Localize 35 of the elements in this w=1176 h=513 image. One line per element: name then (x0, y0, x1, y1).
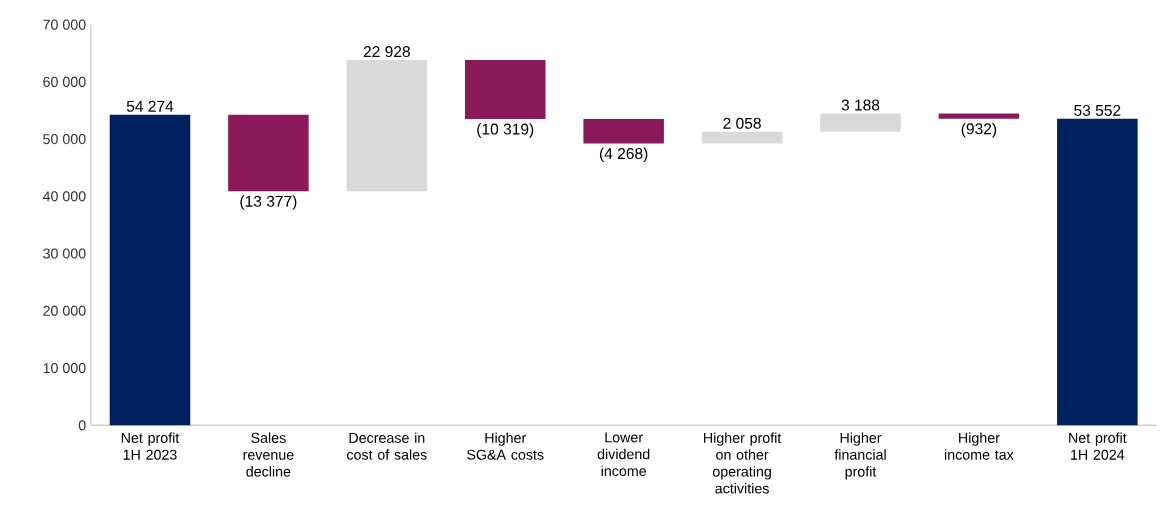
bar (346, 59, 428, 191)
data-label: 22 928 (363, 45, 410, 57)
x-tick-label: Higher financial profit (834, 432, 886, 480)
x-tick-label: Sales revenue decline (243, 432, 294, 477)
bar (1057, 118, 1138, 426)
data-label: 53 552 (1074, 104, 1121, 116)
y-tick-label: 30 000 (43, 248, 86, 259)
y-tick-label: 10 000 (43, 362, 86, 373)
bar (109, 114, 191, 426)
x-tick-label: Net profit 1H 2024 (1069, 432, 1127, 460)
bar (820, 113, 901, 132)
y-tick-label: 50 000 (43, 133, 86, 144)
data-label: (932) (961, 122, 997, 138)
bar (583, 118, 664, 144)
bar (938, 113, 1020, 119)
x-tick-label: Higher profit on other operating activities (704, 432, 782, 494)
x-tick-label: Higher income tax (945, 432, 1014, 460)
x-tick-label: Net profit 1H 2023 (121, 432, 180, 460)
x-tick-label: Lower dividend income (597, 432, 650, 476)
y-tick-label: 0 (78, 420, 86, 431)
y-tick-label: 60 000 (43, 76, 86, 87)
bar (701, 131, 783, 144)
data-label: (13 377) (240, 195, 297, 210)
data-label: (4 268) (599, 147, 648, 162)
y-tick-label: 70 000 (43, 19, 86, 30)
x-tick-label: Higher SG&A costs (467, 432, 544, 460)
data-label: 3 188 (841, 99, 880, 111)
y-tick-label: 40 000 (42, 191, 86, 202)
bar (228, 114, 309, 191)
bar (464, 59, 546, 119)
x-tick-label: Decrease in cost of sales (347, 432, 427, 460)
y-tick-label: 20 000 (43, 305, 86, 316)
data-label: 2 058 (723, 117, 761, 129)
data-label: 54 274 (126, 100, 174, 112)
data-label: (10 319) (477, 122, 534, 138)
